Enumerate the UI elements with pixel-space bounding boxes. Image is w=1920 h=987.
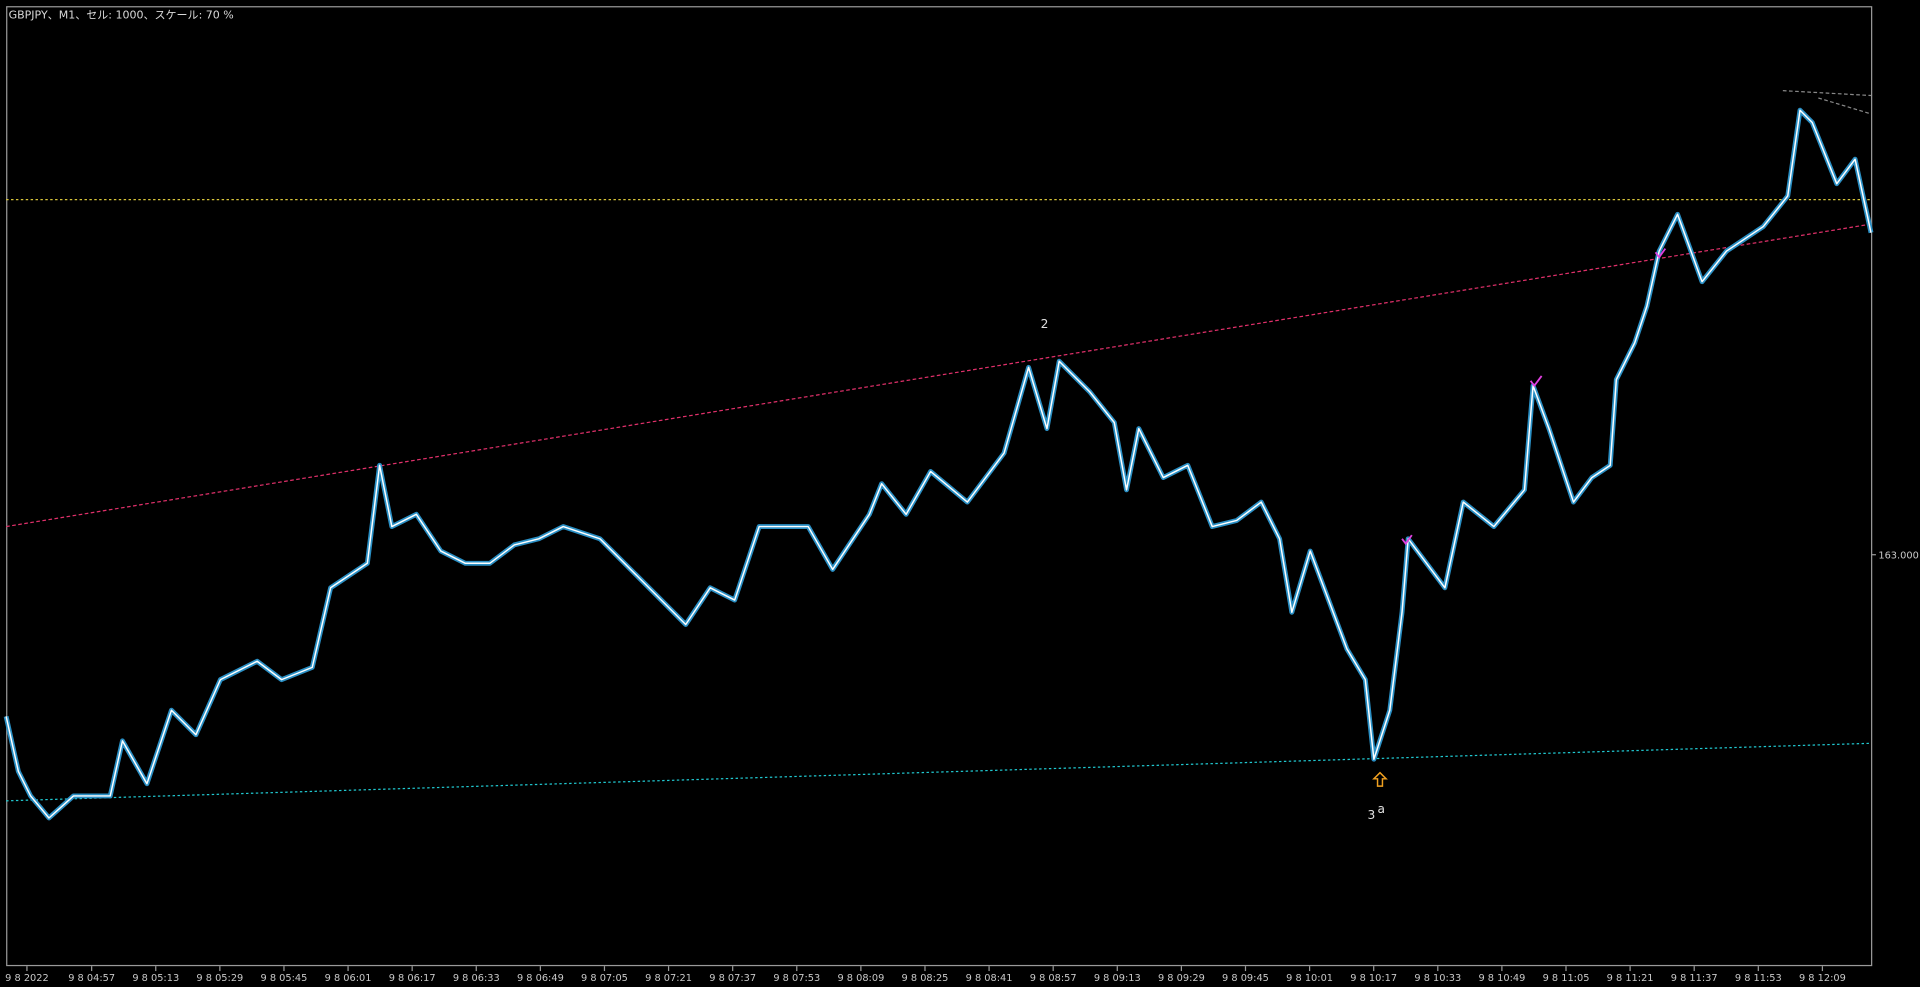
time-label: 9 8 10:33	[1414, 973, 1461, 984]
time-label: 9 8 10:01	[1286, 973, 1333, 984]
time-label: 9 8 08:57	[1030, 973, 1077, 984]
chart-frame	[6, 6, 1873, 967]
time-label: 9 8 11:37	[1671, 973, 1718, 984]
time-label: 9 8 09:29	[1158, 973, 1205, 984]
time-label: 9 8 07:05	[581, 973, 628, 984]
wave-sublabel: a	[1377, 802, 1385, 816]
price-label: 163.000	[1878, 550, 1918, 561]
time-label: 9 8 05:13	[132, 973, 179, 984]
time-label: 9 8 05:29	[196, 973, 243, 984]
price-line	[5, 109, 1872, 819]
time-label: 9 8 07:21	[645, 973, 692, 984]
time-label: 9 8 06:49	[517, 973, 564, 984]
symbol-header: GBPJPY、M1、セル: 1000、スケール: 70 %	[9, 8, 234, 21]
up-arrow	[1372, 771, 1388, 787]
time-label: 9 8 11:53	[1735, 973, 1782, 984]
signal-mark	[1529, 375, 1543, 388]
time-label: 9 8 2022	[5, 973, 49, 984]
time-label: 9 8 05:45	[261, 973, 308, 984]
lower-trendline	[6, 742, 1872, 802]
signal-mark	[1401, 534, 1413, 546]
gray-line	[1782, 90, 1872, 97]
time-label: 9 8 08:41	[966, 973, 1013, 984]
time-axis: 9 8 2022 9 8 04:57 9 8 05:13 9 8 05:29 9 8 0…	[5, 966, 1846, 984]
time-label: 9 8 06:33	[453, 973, 500, 984]
gray-line	[1818, 97, 1872, 115]
time-label: 9 8 12:09	[1799, 973, 1846, 984]
time-label: 9 8 10:17	[1350, 973, 1397, 984]
time-label: 9 8 06:01	[325, 973, 372, 984]
time-label: 9 8 06:17	[389, 973, 436, 984]
time-label: 9 8 11:21	[1607, 973, 1654, 984]
time-label: 9 8 10:49	[1478, 973, 1525, 984]
time-label: 9 8 04:57	[68, 973, 115, 984]
time-label: 9 8 11:05	[1543, 973, 1590, 984]
signal-mark	[1654, 248, 1667, 259]
wave-label: 3	[1368, 808, 1376, 822]
time-label: 9 8 09:45	[1222, 973, 1269, 984]
time-label: 9 8 08:09	[837, 973, 884, 984]
time-label: 9 8 07:37	[709, 973, 756, 984]
wave-label: 2	[1041, 317, 1049, 331]
time-label: 9 8 08:25	[902, 973, 949, 984]
time-label: 9 8 07:53	[773, 973, 820, 984]
time-label: 9 8 09:13	[1094, 973, 1141, 984]
upper-trendline	[6, 223, 1872, 528]
